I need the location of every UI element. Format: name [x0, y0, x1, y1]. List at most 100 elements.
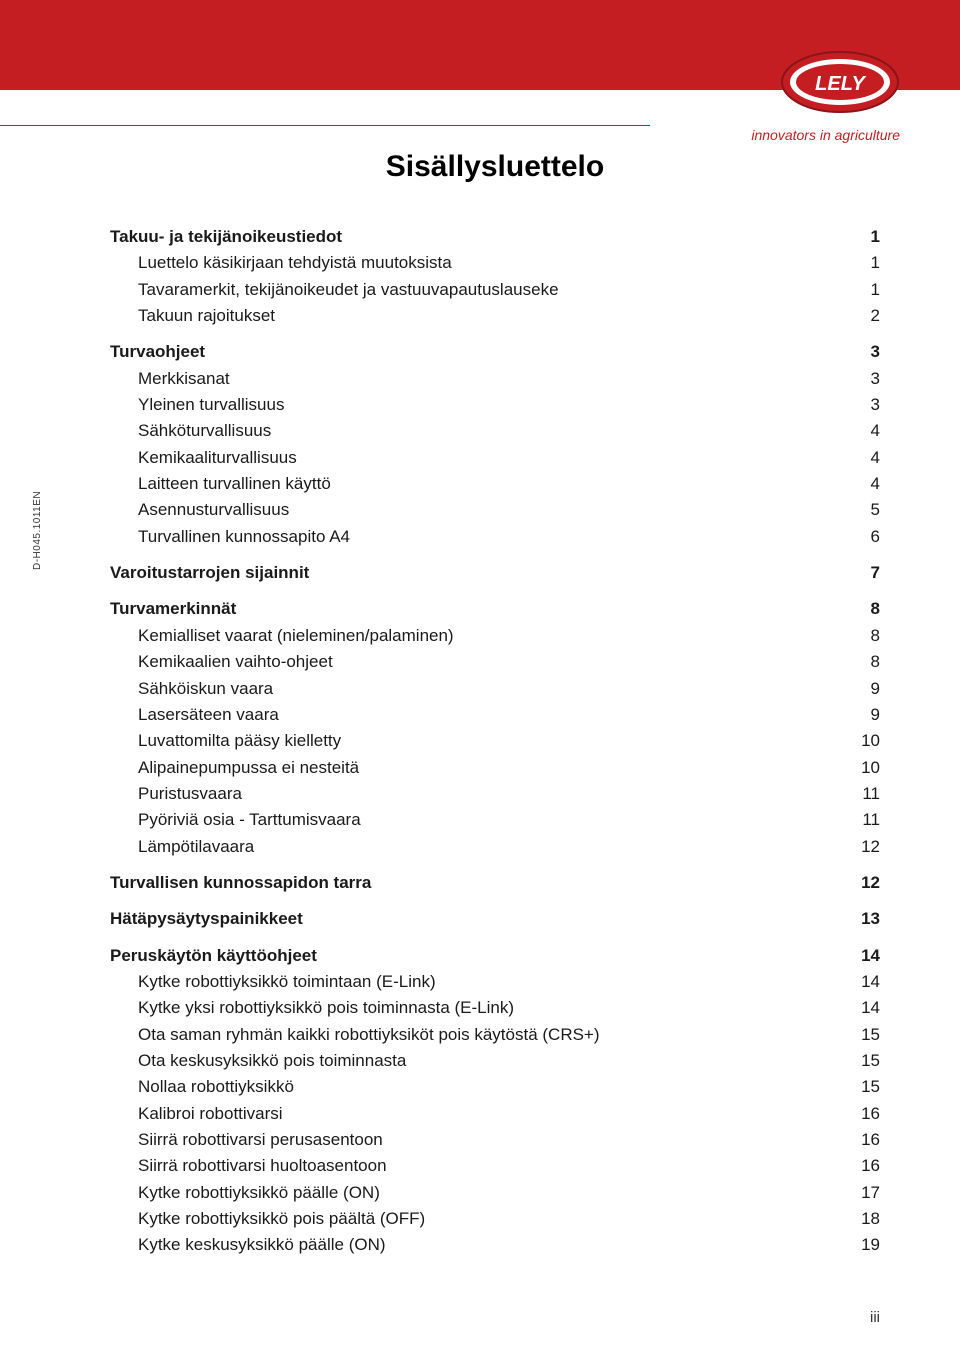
- toc-label: Varoitustarrojen sijainnit: [110, 560, 309, 586]
- toc-page: 14: [861, 969, 880, 995]
- lely-logo-icon: LELY: [780, 48, 900, 121]
- toc-row: Kemikaalien vaihto-ohjeet 8: [110, 649, 880, 675]
- toc-label: Kytke robottiyksikkö toimintaan (E-Link): [138, 969, 436, 995]
- toc-row: Takuu- ja tekijänoikeustiedot1: [110, 224, 880, 250]
- toc-page: 2: [871, 303, 880, 329]
- toc-page: 4: [871, 418, 880, 444]
- toc-page: 16: [861, 1101, 880, 1127]
- page-title: Sisällysluettelo: [110, 150, 880, 184]
- toc-label: Nollaa robottiyksikkö: [138, 1074, 294, 1100]
- toc-label: Kytke yksi robottiyksikkö pois toiminnas…: [138, 995, 514, 1021]
- toc-label: Peruskäytön käyttöohjeet: [110, 943, 317, 969]
- toc-row: Turvallisen kunnossapidon tarra12: [110, 870, 880, 896]
- toc-row: Siirrä robottivarsi huoltoasentoon16: [110, 1153, 880, 1179]
- toc-row: Ota keskusyksikkö pois toiminnasta 15: [110, 1048, 880, 1074]
- toc-row: Alipainepumpussa ei nesteitä 10: [110, 755, 880, 781]
- toc-page: 11: [862, 781, 880, 807]
- header-rule: [0, 125, 650, 126]
- logo-block: LELY innovators in agriculture: [751, 48, 900, 143]
- toc-page: 18: [861, 1206, 880, 1232]
- toc-row: Kemialliset vaarat (nieleminen/palaminen…: [110, 623, 880, 649]
- toc-label: Turvaohjeet: [110, 339, 205, 365]
- toc-row: Hätäpysäytyspainikkeet 13: [110, 906, 880, 932]
- toc-page: 3: [871, 339, 880, 365]
- toc-page: 6: [871, 524, 880, 550]
- toc-row: Merkkisanat 3: [110, 366, 880, 392]
- toc-row: Puristusvaara 11: [110, 781, 880, 807]
- toc-label: Yleinen turvallisuus: [138, 392, 284, 418]
- toc-label: Kytke robottiyksikkö päälle (ON): [138, 1180, 380, 1206]
- toc-row: Turvaohjeet 3: [110, 339, 880, 365]
- toc-row: Kalibroi robottivarsi 16: [110, 1101, 880, 1127]
- toc-row: Varoitustarrojen sijainnit 7: [110, 560, 880, 586]
- toc-row: Yleinen turvallisuus 3: [110, 392, 880, 418]
- toc-row: Siirrä robottivarsi perusasentoon 16: [110, 1127, 880, 1153]
- toc-page: 8: [871, 623, 880, 649]
- toc-row: Tavaramerkit, tekijänoikeudet ja vastuuv…: [110, 277, 880, 303]
- toc-page: 1: [871, 250, 880, 276]
- toc-row: Lasersäteen vaara 9: [110, 702, 880, 728]
- toc-label: Ota keskusyksikkö pois toiminnasta: [138, 1048, 406, 1074]
- toc-page: 4: [871, 445, 880, 471]
- toc-row: Takuun rajoitukset 2: [110, 303, 880, 329]
- toc-label: Siirrä robottivarsi huoltoasentoon: [138, 1153, 387, 1179]
- toc-label: Asennusturvallisuus: [138, 497, 289, 523]
- toc-label: Lasersäteen vaara: [138, 702, 279, 728]
- toc-row: Luvattomilta pääsy kielletty 10: [110, 728, 880, 754]
- toc-row: Kytke robottiyksikkö pois päältä (OFF)18: [110, 1206, 880, 1232]
- toc-row: Luettelo käsikirjaan tehdyistä muutoksis…: [110, 250, 880, 276]
- toc-page: 8: [871, 596, 880, 622]
- toc-page: 15: [861, 1048, 880, 1074]
- toc-row: Kytke yksi robottiyksikkö pois toiminnas…: [110, 995, 880, 1021]
- toc-label: Ota saman ryhmän kaikki robottiyksiköt p…: [138, 1022, 600, 1048]
- toc-label: Kalibroi robottivarsi: [138, 1101, 283, 1127]
- toc-row: Sähköiskun vaara 9: [110, 676, 880, 702]
- toc-page: 16: [861, 1127, 880, 1153]
- toc-page: 9: [871, 702, 880, 728]
- tagline: innovators in agriculture: [751, 127, 900, 143]
- toc-page: 10: [861, 728, 880, 754]
- toc: Takuu- ja tekijänoikeustiedot1Luettelo k…: [110, 224, 880, 1259]
- toc-page: 15: [861, 1074, 880, 1100]
- doc-code: D-H045.1011EN: [32, 491, 43, 570]
- toc-label: Merkkisanat: [138, 366, 230, 392]
- toc-label: Laitteen turvallinen käyttö: [138, 471, 331, 497]
- toc-row: Laitteen turvallinen käyttö4: [110, 471, 880, 497]
- toc-page: 12: [861, 834, 880, 860]
- toc-label: Siirrä robottivarsi perusasentoon: [138, 1127, 383, 1153]
- toc-page: 14: [861, 995, 880, 1021]
- toc-page: 3: [871, 366, 880, 392]
- toc-row: Kytke robottiyksikkö toimintaan (E-Link)…: [110, 969, 880, 995]
- toc-row: Ota saman ryhmän kaikki robottiyksiköt p…: [110, 1022, 880, 1048]
- toc-label: Tavaramerkit, tekijänoikeudet ja vastuuv…: [138, 277, 559, 303]
- toc-label: Puristusvaara: [138, 781, 242, 807]
- toc-page: 9: [871, 676, 880, 702]
- toc-page: 8: [871, 649, 880, 675]
- toc-label: Kemialliset vaarat (nieleminen/palaminen…: [138, 623, 454, 649]
- toc-row: Lämpötilavaara 12: [110, 834, 880, 860]
- toc-page: 7: [871, 560, 880, 586]
- toc-page: 3: [871, 392, 880, 418]
- toc-label: Luvattomilta pääsy kielletty: [138, 728, 341, 754]
- toc-row: Turvamerkinnät 8: [110, 596, 880, 622]
- toc-row: Kytke keskusyksikkö päälle (ON)19: [110, 1232, 880, 1258]
- toc-page: 12: [861, 870, 880, 896]
- toc-page: 1: [871, 277, 880, 303]
- toc-label: Turvamerkinnät: [110, 596, 236, 622]
- toc-label: Hätäpysäytyspainikkeet: [110, 906, 303, 932]
- toc-page: 10: [861, 755, 880, 781]
- toc-label: Luettelo käsikirjaan tehdyistä muutoksis…: [138, 250, 452, 276]
- toc-row: Pyöriviä osia - Tarttumisvaara11: [110, 807, 880, 833]
- toc-page: 13: [861, 906, 880, 932]
- toc-label: Sähköiskun vaara: [138, 676, 273, 702]
- content: Sisällysluettelo Takuu- ja tekijänoikeus…: [0, 90, 960, 1279]
- toc-label: Turvallinen kunnossapito A4: [138, 524, 350, 550]
- toc-page: 19: [861, 1232, 880, 1258]
- toc-row: Kemikaaliturvallisuus 4: [110, 445, 880, 471]
- toc-label: Lämpötilavaara: [138, 834, 254, 860]
- toc-page: 17: [861, 1180, 880, 1206]
- toc-label: Kemikaaliturvallisuus: [138, 445, 297, 471]
- toc-label: Kemikaalien vaihto-ohjeet: [138, 649, 333, 675]
- toc-label: Takuun rajoitukset: [138, 303, 275, 329]
- toc-label: Alipainepumpussa ei nesteitä: [138, 755, 359, 781]
